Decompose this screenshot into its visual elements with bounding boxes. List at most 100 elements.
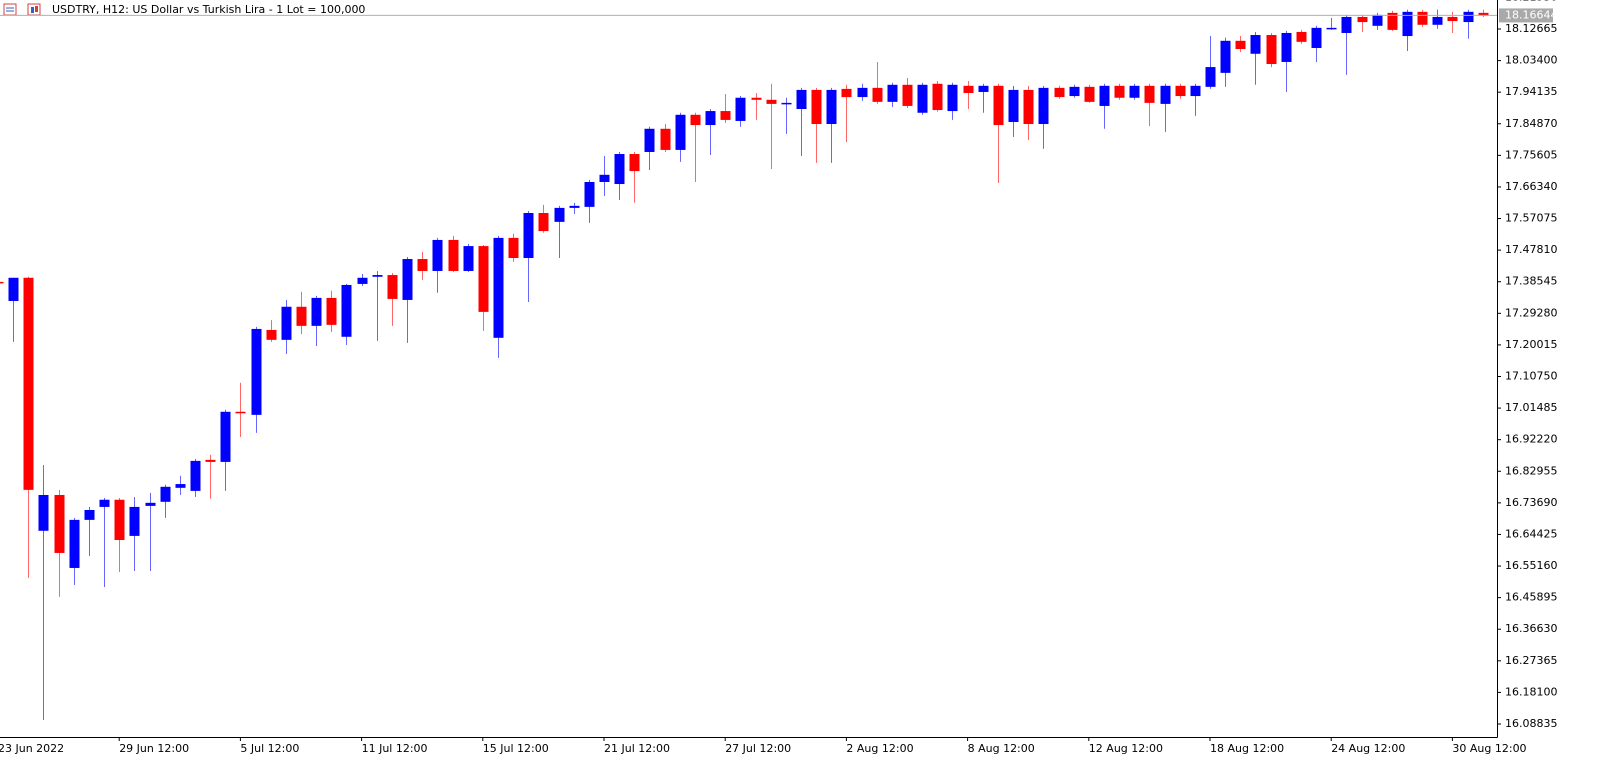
- candle-body: [1463, 11, 1474, 23]
- candle-body: [857, 87, 868, 98]
- candle-body: [99, 499, 110, 507]
- y-tick-label: 17.66340: [1505, 180, 1558, 193]
- candle-body: [720, 111, 731, 120]
- x-tick-label: 23 Jun 2022: [0, 742, 64, 755]
- candle-body: [0, 281, 4, 284]
- y-tick-label: 16.27365: [1505, 654, 1558, 667]
- candle-body: [1296, 31, 1307, 42]
- candle-body: [675, 114, 686, 150]
- candle-body: [1250, 35, 1261, 54]
- x-tick-label: 2 Aug 12:00: [846, 742, 913, 755]
- candle-body: [917, 84, 928, 113]
- chart-title: USDTRY, H12: US Dollar vs Turkish Lira -…: [52, 3, 365, 16]
- candle-body: [8, 277, 19, 301]
- candle-body: [947, 84, 958, 112]
- y-tick-label: 16.92220: [1505, 433, 1558, 446]
- candle-body: [1084, 86, 1095, 102]
- candle-body: [887, 84, 898, 102]
- icon: [31, 7, 34, 13]
- candle-body: [599, 174, 610, 182]
- candle-body: [417, 259, 428, 271]
- candle-body: [84, 509, 95, 520]
- candle-body: [1190, 85, 1201, 97]
- candle-body: [1281, 32, 1292, 62]
- y-tick-label: 16.08835: [1505, 717, 1558, 730]
- candle-body: [1311, 27, 1322, 48]
- candle-body: [54, 494, 65, 553]
- candle-body: [1099, 85, 1110, 106]
- candle-body: [235, 411, 246, 414]
- y-tick-label: 17.94135: [1505, 85, 1558, 98]
- candle-body: [190, 460, 201, 491]
- candle-body: [175, 484, 186, 488]
- candle-body: [811, 89, 822, 125]
- candle-body: [448, 239, 459, 271]
- candle-body: [372, 275, 383, 277]
- candle-body: [644, 128, 655, 152]
- candle-body: [1387, 12, 1398, 30]
- last-price-label: 18.16644: [1505, 8, 1558, 21]
- candle-body: [311, 297, 322, 326]
- candle-body: [1054, 87, 1065, 98]
- y-tick-label: 17.75605: [1505, 148, 1558, 161]
- plot-area: [0, 9, 1489, 721]
- candle-body: [266, 329, 277, 340]
- candle-body: [1478, 12, 1489, 16]
- x-tick-label: 12 Aug 12:00: [1089, 742, 1163, 755]
- x-tick-label: 29 Jun 12:00: [119, 742, 189, 755]
- candle-body: [493, 237, 504, 338]
- y-tick-label: 16.36630: [1505, 622, 1558, 635]
- y-tick-label: 16.45895: [1505, 591, 1558, 604]
- y-tick-label: 18.12665: [1505, 22, 1558, 35]
- candle-body: [1175, 85, 1186, 97]
- symbol-icons: [3, 3, 41, 16]
- candle-body: [1114, 85, 1125, 98]
- candle-body: [660, 128, 671, 150]
- candle-body: [554, 207, 565, 222]
- y-tick-label: 16.73690: [1505, 496, 1558, 509]
- candle-body: [932, 83, 943, 111]
- candle-body: [341, 284, 352, 337]
- candle-body: [1372, 14, 1383, 26]
- candle-body: [508, 237, 519, 259]
- candle-body: [1266, 35, 1277, 64]
- candle-body: [1220, 40, 1231, 73]
- candle-body: [432, 239, 443, 271]
- candle-body: [1160, 85, 1171, 104]
- candle-body: [402, 259, 413, 300]
- candle-body: [993, 85, 1004, 126]
- candle-body: [69, 519, 80, 568]
- candle-body: [1341, 16, 1352, 33]
- x-tick-label: 15 Jul 12:00: [483, 742, 549, 755]
- y-tick-label: 17.47810: [1505, 243, 1558, 256]
- x-tick-label: 11 Jul 12:00: [362, 742, 428, 755]
- y-tick-label: 17.38545: [1505, 275, 1558, 288]
- candle-body: [114, 499, 125, 540]
- candle-body: [281, 306, 292, 340]
- candle-body: [1235, 40, 1246, 49]
- candle-body: [629, 154, 640, 172]
- icon: [35, 6, 38, 12]
- x-tick-label: 18 Aug 12:00: [1210, 742, 1284, 755]
- candle-body: [841, 88, 852, 98]
- y-tick-label: 16.18100: [1505, 685, 1558, 698]
- x-tick-label: 24 Aug 12:00: [1331, 742, 1405, 755]
- x-tick-label: 21 Jul 12:00: [604, 742, 670, 755]
- candle-body: [705, 111, 716, 126]
- y-tick-label: 17.84870: [1505, 117, 1558, 130]
- y-tick-label: 17.01485: [1505, 401, 1558, 414]
- candle-body: [463, 246, 474, 271]
- candle-body: [220, 411, 231, 462]
- candle-body: [296, 306, 307, 326]
- candle-body: [1447, 16, 1458, 22]
- candle-body: [902, 84, 913, 106]
- candle-body: [251, 328, 262, 415]
- y-tick-label: 16.64425: [1505, 527, 1558, 540]
- candle-body: [1326, 27, 1337, 30]
- y-tick-label: 18.21930: [1505, 0, 1558, 3]
- candle-body: [523, 213, 534, 259]
- candle-body: [1357, 16, 1368, 23]
- candle-body: [205, 459, 216, 462]
- candle-body: [1069, 86, 1080, 97]
